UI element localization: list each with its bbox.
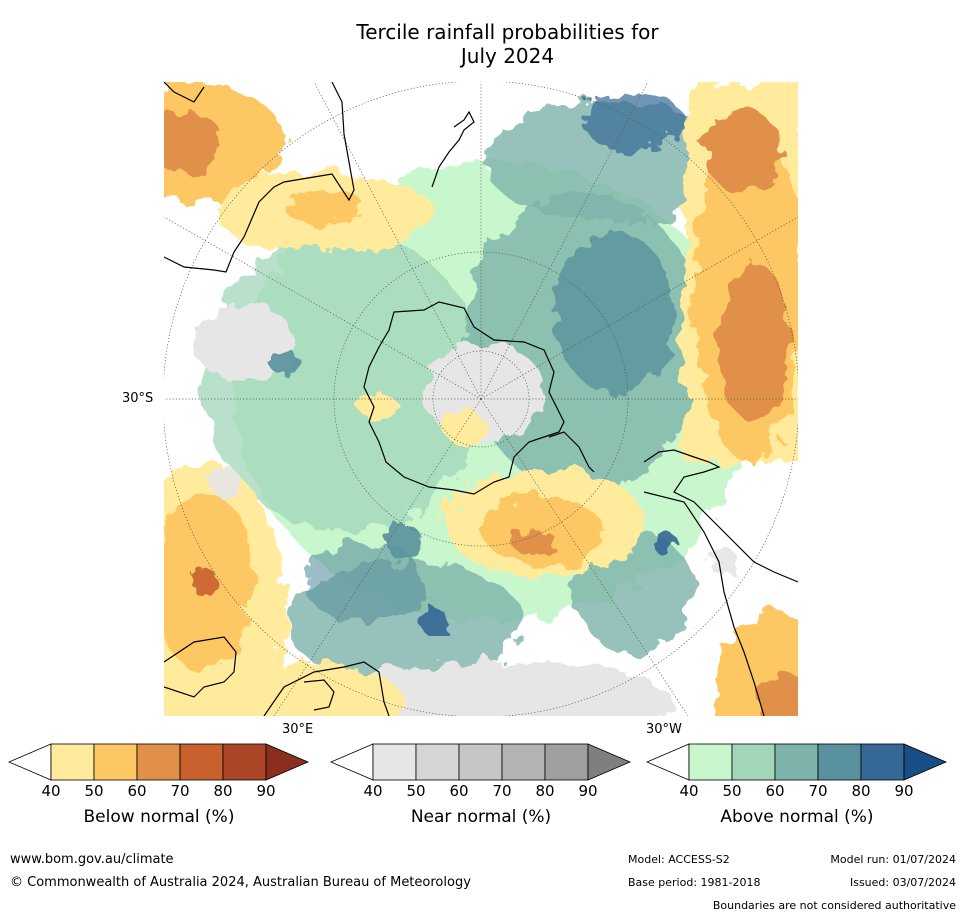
- colorbar-above-bin-1: [688, 743, 733, 781]
- colorbar-above-bin-4: [817, 743, 862, 781]
- colorbar-above-normal: [646, 743, 948, 781]
- colorbar-below-title: Below normal (%): [83, 807, 235, 827]
- footer-issued: Issued: 03/07/2024: [849, 876, 956, 889]
- colorbar-near-tick: 70: [492, 782, 512, 800]
- lon-label-30w: 30°W: [646, 722, 682, 737]
- colorbar-near-tick: 80: [535, 782, 555, 800]
- colorbar-below-bin-5: [222, 743, 267, 781]
- map-title: Tercile rainfall probabilities for July …: [300, 20, 715, 68]
- colorbar-near-bin-4: [501, 743, 546, 781]
- colorbar-near-normal: [330, 743, 632, 781]
- colorbar-near-bin-3: [458, 743, 503, 781]
- polar-map-svg: [164, 82, 798, 716]
- colorbar-below-bin-2: [93, 743, 138, 781]
- colorbar-above-svg: [646, 743, 948, 781]
- probability-map: [164, 82, 798, 716]
- colorbar-below-high-extend: [265, 743, 310, 781]
- footer-model-run: Model run: 01/07/2024: [830, 853, 956, 866]
- colorbar-near-high-extend: [587, 743, 632, 781]
- colorbar-below-bin-3: [136, 743, 181, 781]
- footer-boundaries: Boundaries are not considered authoritat…: [712, 899, 956, 912]
- colorbar-near-bin-1: [372, 743, 417, 781]
- colorbar-above-bin-2: [731, 743, 776, 781]
- colorbar-above-bin-5: [860, 743, 905, 781]
- colorbar-above-tick: 50: [722, 782, 742, 800]
- colorbar-above-tick: 80: [851, 782, 871, 800]
- colorbar-above-tick: 90: [894, 782, 914, 800]
- footer-copyright: © Commonwealth of Australia 2024, Austra…: [10, 875, 471, 890]
- colorbar-near-tick: 50: [406, 782, 426, 800]
- colorbar-above-low-extend: [646, 743, 690, 781]
- colorbar-below-tick: 80: [213, 782, 233, 800]
- colorbar-below-low-extend: [8, 743, 52, 781]
- footer-model: Model: ACCESS-S2: [628, 853, 730, 866]
- footer-base-period: Base period: 1981-2018: [628, 876, 761, 889]
- colorbar-above-tick: 60: [765, 782, 785, 800]
- colorbar-near-svg: [330, 743, 632, 781]
- colorbar-near-tick: 90: [578, 782, 598, 800]
- colorbar-near-title: Near normal (%): [410, 807, 552, 827]
- colorbar-above-tick: 40: [679, 782, 699, 800]
- colorbar-above-tick: 70: [808, 782, 828, 800]
- colorbar-near-tick: 40: [363, 782, 383, 800]
- colorbar-below-tick: 40: [41, 782, 61, 800]
- colorbar-above-bin-3: [774, 743, 819, 781]
- title-line-1: Tercile rainfall probabilities for: [356, 20, 659, 44]
- colorbar-below-normal: [8, 743, 310, 781]
- colorbar-below-tick: 70: [170, 782, 190, 800]
- footer-url[interactable]: www.bom.gov.au/climate: [10, 852, 174, 867]
- probability-shading: [164, 82, 798, 716]
- colorbar-below-svg: [8, 743, 310, 781]
- graticule: [164, 82, 798, 716]
- colorbar-near-tick: 60: [449, 782, 469, 800]
- lon-label-30e: 30°E: [282, 722, 314, 737]
- colorbar-below-bin-4: [179, 743, 224, 781]
- colorbar-below-tick: 90: [256, 782, 276, 800]
- lat-label-30s: 30°S: [122, 391, 154, 406]
- title-line-2: July 2024: [460, 44, 555, 68]
- colorbar-near-low-extend: [330, 743, 374, 781]
- coastlines: [164, 82, 798, 716]
- colorbar-below-tick: 50: [84, 782, 104, 800]
- colorbar-above-title: Above normal (%): [720, 807, 874, 827]
- colorbar-near-bin-5: [544, 743, 589, 781]
- colorbar-below-bin-1: [50, 743, 95, 781]
- colorbar-below-tick: 60: [127, 782, 147, 800]
- colorbar-near-bin-2: [415, 743, 460, 781]
- colorbar-above-high-extend: [903, 743, 948, 781]
